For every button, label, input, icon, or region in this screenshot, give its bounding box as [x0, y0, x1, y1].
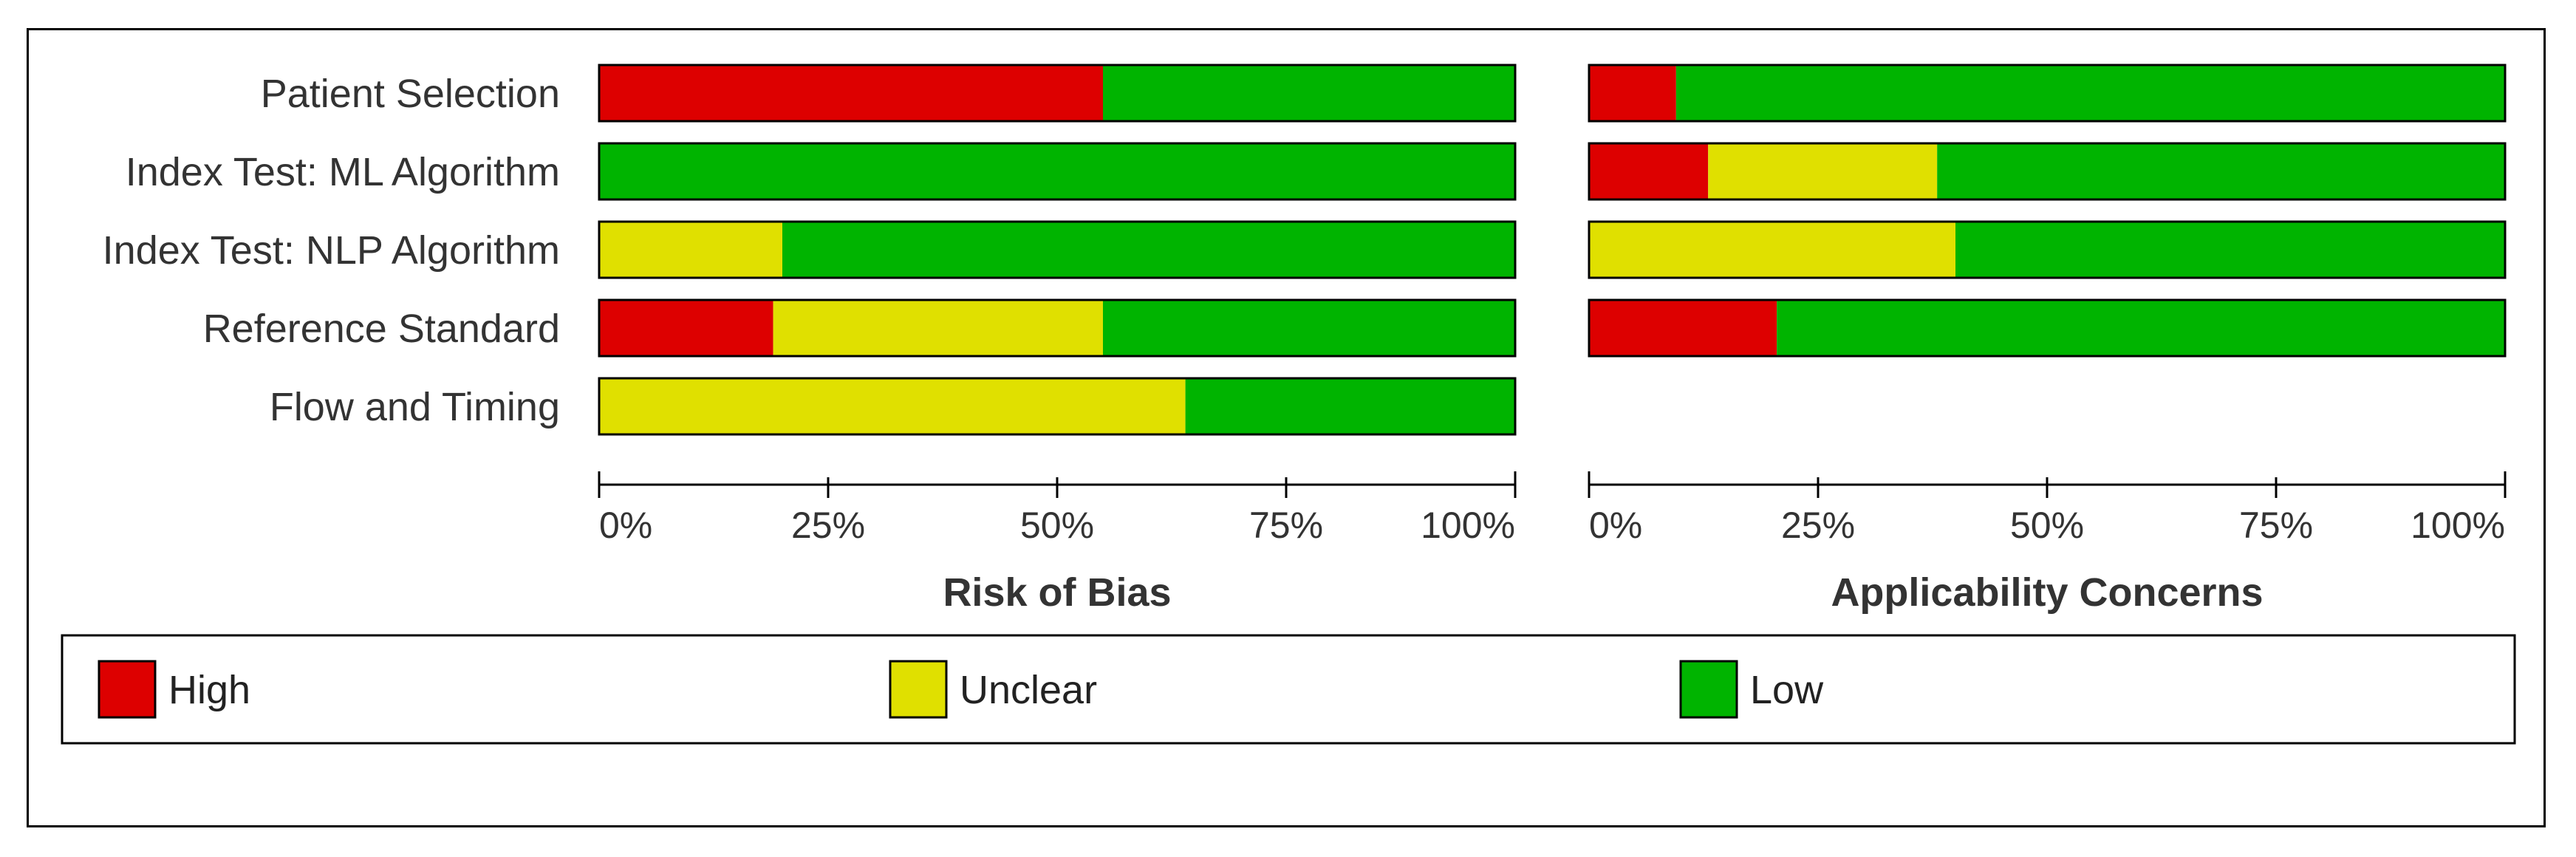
- x-tick-label: 25%: [791, 505, 865, 546]
- bar-outline-patient-selection: [598, 64, 1517, 123]
- bar-outline-flow-and-timing: [598, 377, 1517, 436]
- row-label-reference-standard: Reference Standard: [203, 307, 560, 351]
- panel-title: Risk of Bias: [943, 570, 1171, 615]
- legend: High Unclear Low: [61, 634, 2516, 745]
- legend-swatch-high: [98, 660, 157, 719]
- x-tick-label: 50%: [2010, 505, 2084, 546]
- legend-label-low: Low: [1750, 668, 1824, 712]
- bar-index-test-nlp-algorithm-low: [1955, 222, 2505, 278]
- x-tick-label: 100%: [1421, 505, 1515, 546]
- risk-of-bias-panel: 0% 25% 50% 75% 100% Risk of Bias: [598, 64, 1517, 615]
- x-tick-label: 0%: [599, 505, 652, 546]
- row-label-patient-selection: Patient Selection: [261, 72, 560, 116]
- bar-outline-index-test-ml-algorithm: [598, 142, 1517, 201]
- bar-flow-and-timing-low: [1185, 378, 1515, 434]
- row-label-index-test-ml-algorithm: Index Test: ML Algorithm: [126, 150, 560, 194]
- bar-reference-standard-low: [1103, 300, 1515, 356]
- bar-index-test-ml-algorithm-unclear: [1708, 143, 1938, 199]
- bar-index-test-nlp-algorithm-unclear: [599, 222, 782, 278]
- bar-outline-reference-standard: [1588, 298, 2507, 358]
- legend-label-unclear: Unclear: [960, 668, 1097, 712]
- bar-reference-standard-high: [1589, 300, 1777, 356]
- bar-index-test-ml-algorithm-low: [1937, 143, 2505, 199]
- x-tick-label: 75%: [2239, 505, 2313, 546]
- bar-index-test-ml-algorithm-high: [1589, 143, 1709, 199]
- legend-label-high: High: [168, 668, 250, 712]
- bar-index-test-nlp-algorithm-low: [782, 222, 1515, 278]
- bar-flow-and-timing-unclear: [599, 378, 1186, 434]
- x-tick-label: 100%: [2411, 505, 2505, 546]
- row-label-flow-and-timing: Flow and Timing: [270, 385, 560, 429]
- bar-index-test-nlp-algorithm-unclear: [1589, 222, 1955, 278]
- bar-patient-selection-low: [1675, 65, 2505, 121]
- bar-outline-patient-selection: [1588, 64, 2507, 123]
- bar-outline-reference-standard: [598, 298, 1517, 358]
- x-tick-label: 50%: [1020, 505, 1094, 546]
- bar-outline-index-test-nlp-algorithm: [598, 220, 1517, 279]
- bar-reference-standard-high: [599, 300, 773, 356]
- bar-index-test-ml-algorithm-low: [599, 143, 1515, 199]
- bar-outline-index-test-ml-algorithm: [1588, 142, 2507, 201]
- x-tick-label: 25%: [1781, 505, 1855, 546]
- applicability-concerns-panel: 0% 25% 50% 75% 100% Applicability Concerns: [1588, 64, 2507, 615]
- bar-patient-selection-high: [1589, 65, 1676, 121]
- legend-box: [61, 634, 2516, 745]
- bar-patient-selection-high: [599, 65, 1103, 121]
- legend-swatch-unclear: [889, 660, 948, 719]
- bar-reference-standard-low: [1777, 300, 2505, 356]
- row-label-index-test-nlp-algorithm: Index Test: NLP Algorithm: [103, 228, 560, 273]
- legend-swatch-low: [1679, 660, 1738, 719]
- bar-patient-selection-low: [1103, 65, 1515, 121]
- bar-reference-standard-unclear: [773, 300, 1103, 356]
- bar-outline-index-test-nlp-algorithm: [1588, 220, 2507, 279]
- x-tick-label: 0%: [1589, 505, 1642, 546]
- x-tick-label: 75%: [1249, 505, 1323, 546]
- panel-title: Applicability Concerns: [1831, 570, 2263, 615]
- row-labels: Patient Selection Index Test: ML Algorith…: [103, 72, 560, 429]
